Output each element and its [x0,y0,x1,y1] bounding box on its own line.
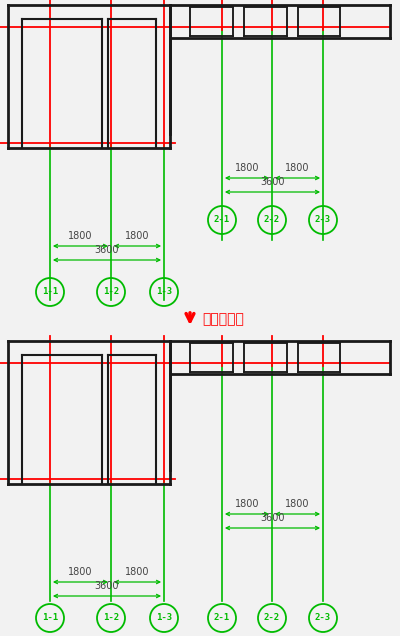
Text: 1-3: 1-3 [156,614,172,623]
Text: 1-1: 1-1 [42,614,58,623]
Text: 1-3: 1-3 [156,287,172,296]
Text: 1800: 1800 [68,231,93,241]
Text: 3600: 3600 [260,513,285,523]
Text: 1-2: 1-2 [103,614,119,623]
Text: 3600: 3600 [95,581,119,591]
Text: 2-1: 2-1 [214,216,230,225]
Text: 2-2: 2-2 [264,614,280,623]
Text: 3600: 3600 [260,177,285,187]
Text: 1800: 1800 [125,567,150,577]
Text: 1-2: 1-2 [103,287,119,296]
Text: 1-1: 1-1 [42,287,58,296]
Text: 1800: 1800 [285,163,310,173]
Text: 2-3: 2-3 [315,216,331,225]
Text: 1800: 1800 [235,499,259,509]
Text: 1800: 1800 [285,499,310,509]
Text: 2-3: 2-3 [315,614,331,623]
Text: 1800: 1800 [68,567,93,577]
Text: 2-2: 2-2 [264,216,280,225]
Text: 轴号组合后: 轴号组合后 [202,312,244,326]
Text: 1800: 1800 [235,163,259,173]
Text: 3600: 3600 [95,245,119,255]
Text: 2-1: 2-1 [214,614,230,623]
Text: 1800: 1800 [125,231,150,241]
